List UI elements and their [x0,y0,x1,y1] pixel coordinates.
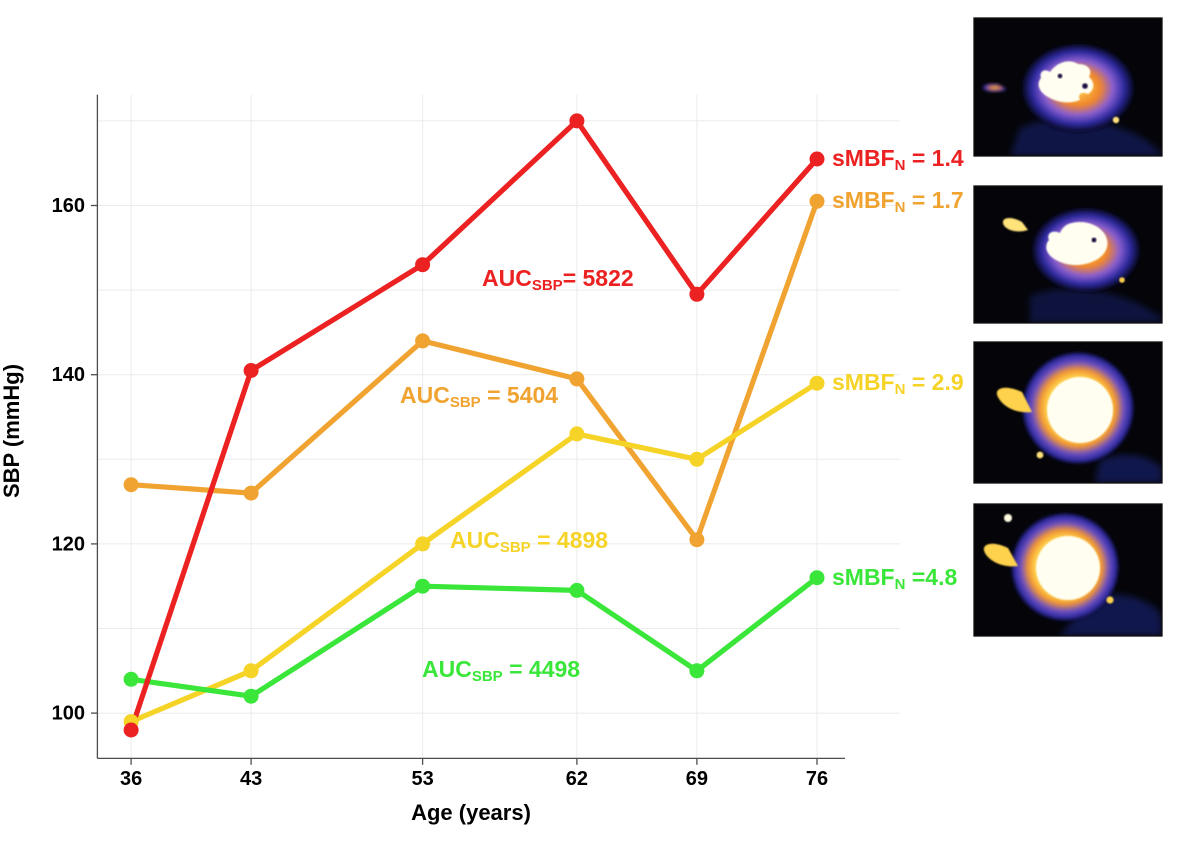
svg-text:76: 76 [806,768,828,790]
svg-text:69: 69 [686,768,708,790]
svg-text:Age (years): Age (years) [411,800,531,825]
svg-text:sMBFN = 1.4: sMBFN = 1.4 [832,145,964,174]
svg-text:AUCSBP = 5404: AUCSBP = 5404 [400,382,558,411]
svg-text:36: 36 [120,768,142,790]
svg-text:160: 160 [52,195,85,217]
svg-text:sMBFN = 1.7: sMBFN = 1.7 [832,187,964,216]
svg-text:AUCSBP = 4898: AUCSBP = 4898 [450,527,608,556]
svg-text:120: 120 [52,533,85,555]
svg-text:AUCSBP= 5822: AUCSBP= 5822 [482,265,634,294]
svg-text:140: 140 [52,364,85,386]
svg-text:53: 53 [411,768,433,790]
svg-text:sMBFN = 2.9: sMBFN = 2.9 [832,369,964,398]
svg-text:SBP (mmHg): SBP (mmHg) [0,364,24,498]
svg-text:sMBFN =4.8: sMBFN =4.8 [832,564,957,593]
svg-text:43: 43 [240,768,262,790]
svg-text:62: 62 [566,768,588,790]
svg-text:AUCSBP = 4498: AUCSBP = 4498 [422,656,580,685]
svg-text:100: 100 [52,703,85,725]
